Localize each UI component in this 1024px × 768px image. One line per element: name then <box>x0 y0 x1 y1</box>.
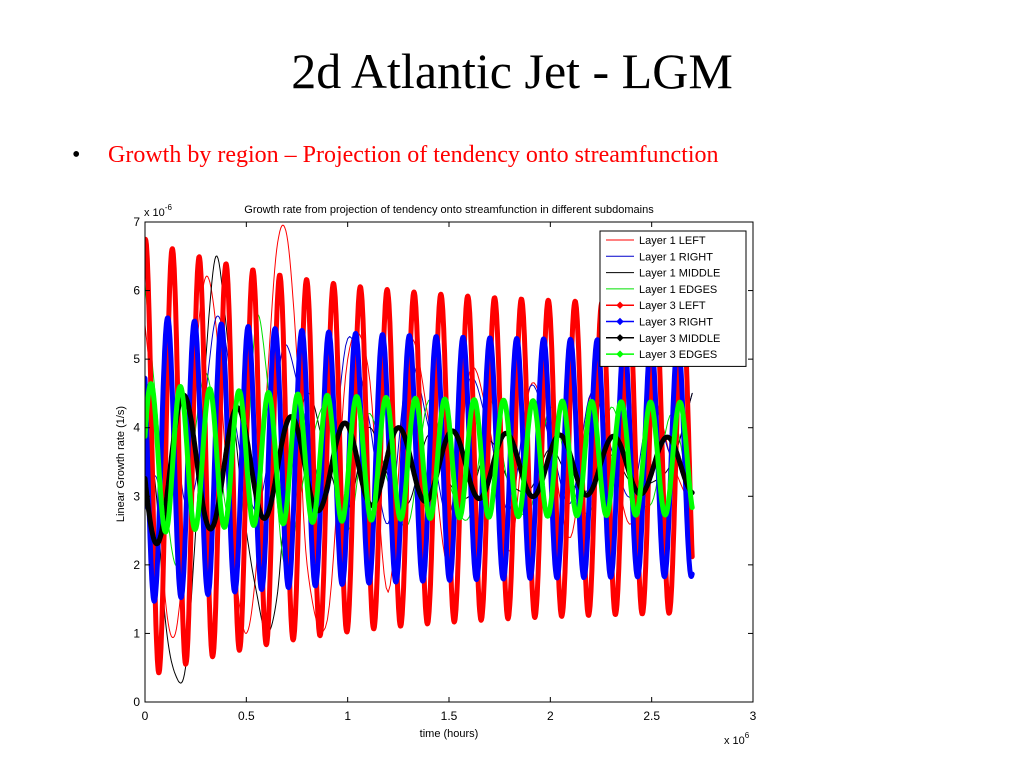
legend-label-layer-1-middle: Layer 1 MIDDLE <box>639 268 720 280</box>
legend-label-layer-1-right: Layer 1 RIGHT <box>639 251 713 263</box>
y-tick-label: 4 <box>133 421 140 435</box>
bullet-dot: • <box>72 142 81 168</box>
axes: 0 0.5 1 1.5 2 2.5 3 0 1 2 3 4 5 6 7 <box>133 215 756 723</box>
legend-label-layer-3-right: Layer 3 RIGHT <box>639 317 713 329</box>
x-tick-label: 2.5 <box>643 709 660 723</box>
x-multiplier-base: x 10 <box>724 735 745 747</box>
y-tick-label: 6 <box>133 284 140 298</box>
y-tick-label: 5 <box>133 352 140 366</box>
chart-title: Growth rate from projection of tendency … <box>244 204 654 216</box>
y-tick-label: 1 <box>133 626 140 640</box>
legend-label-layer-1-left: Layer 1 LEFT <box>639 235 706 247</box>
x-tick-label: 1.5 <box>441 709 458 723</box>
legend-box <box>599 230 747 367</box>
x-axis-multiplier: x 106 <box>724 731 750 747</box>
y-tick-label: 3 <box>133 489 140 503</box>
legend-label-layer-1-edges: Layer 1 EDGES <box>639 284 717 296</box>
legend-label-layer-3-left: Layer 3 LEFT <box>639 300 706 312</box>
y-tick-label: 0 <box>133 695 140 709</box>
legend-marker-layer-3-right <box>616 317 624 326</box>
y-multiplier-base: x 10 <box>144 207 165 219</box>
legend: Layer 1 LEFT Layer 1 RIGHT Layer 1 MIDDLE L… <box>599 230 747 367</box>
x-axis-label: time (hours) <box>420 728 479 740</box>
x-tick-label: 2 <box>547 709 554 723</box>
x-tick-label: 0.5 <box>238 709 255 723</box>
series-line-layer-3-edges <box>145 381 695 535</box>
x-tick-label: 3 <box>750 709 757 723</box>
slide-title: 2d Atlantic Jet - LGM <box>291 43 733 99</box>
bullet-item: • Growth by region – Projection of tenden… <box>72 142 719 169</box>
x-tick-label: 1 <box>344 709 351 723</box>
y-axis-multiplier: x 10-6 <box>144 203 172 219</box>
series-line-layer-3-right <box>145 315 695 604</box>
x-tick-label: 0 <box>142 709 149 723</box>
legend-marker-layer-3-edges <box>616 350 624 358</box>
legend-label-layer-3-edges: Layer 3 EDGES <box>639 349 717 361</box>
bullet-text: Growth by region – Projection of tendenc… <box>108 142 719 168</box>
legend-marker-layer-3-middle <box>616 334 624 342</box>
y-tick-label: 7 <box>133 215 140 229</box>
legend-marker-layer-3-left <box>616 301 624 309</box>
y-tick-label: 2 <box>133 558 140 572</box>
y-axis-label: Linear Growth rate (1/s) <box>115 406 127 522</box>
x-multiplier-exponent: 6 <box>745 731 750 740</box>
y-multiplier-exponent: -6 <box>165 203 173 212</box>
legend-label-layer-3-middle: Layer 3 MIDDLE <box>639 333 720 345</box>
